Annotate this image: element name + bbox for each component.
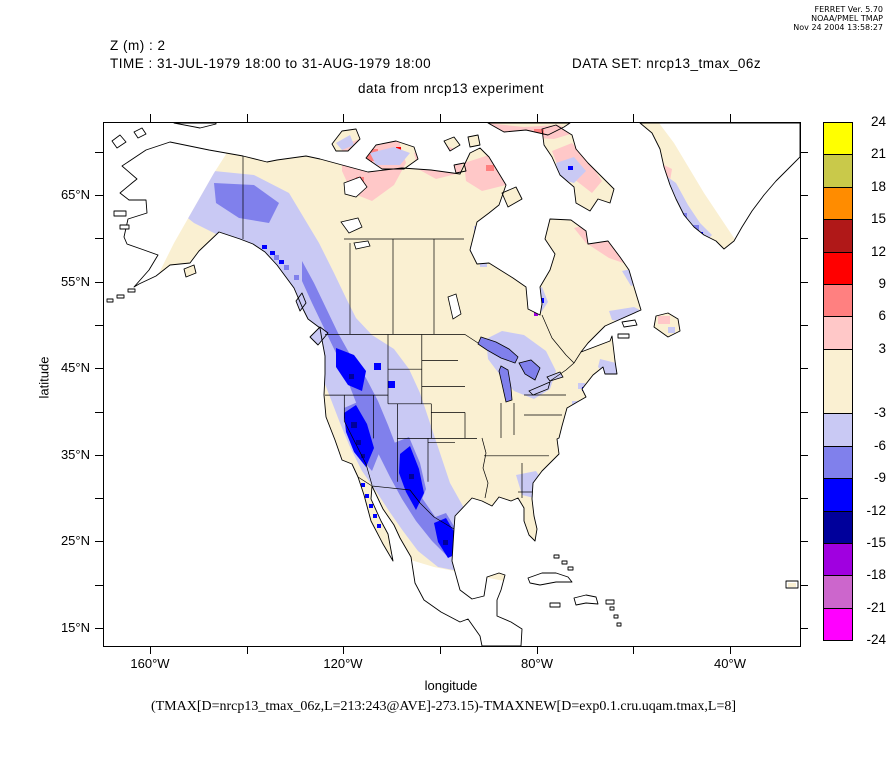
- y-tick: [800, 585, 808, 586]
- colorbar-cell: [823, 446, 853, 479]
- y-tick: [95, 585, 103, 586]
- colorbar-label: 9: [878, 276, 886, 291]
- ferret-timestamp: Nov 24 2004 13:58:27: [793, 23, 883, 32]
- x-tick: [150, 114, 151, 122]
- title-z-level: Z (m) : 2: [110, 38, 166, 53]
- x-tick: [633, 114, 634, 122]
- colorbar-label: 6: [878, 308, 886, 323]
- x-tick: [247, 646, 248, 654]
- colorbar-label: -18: [866, 567, 886, 582]
- x-axis-label: longitude: [424, 678, 478, 693]
- title-dataset: DATA SET: nrcp13_tmax_06z: [572, 56, 762, 71]
- x-tick-label: 40°W: [714, 656, 746, 671]
- ferret-org: NOAA/PMEL TMAP: [811, 14, 883, 23]
- x-tick: [633, 646, 634, 654]
- x-tick: [343, 646, 344, 654]
- y-tick: [95, 368, 103, 369]
- y-axis-label: latitude: [36, 356, 52, 399]
- y-tick: [800, 541, 808, 542]
- y-tick: [800, 455, 808, 456]
- colorbar-label: -12: [866, 503, 886, 518]
- y-tick: [800, 325, 808, 326]
- colorbar-cell: [823, 608, 853, 641]
- colorbar-cell: [823, 187, 853, 220]
- y-tick: [95, 325, 103, 326]
- x-tick: [343, 114, 344, 122]
- map-plot-area: [103, 122, 801, 647]
- colorbar-cell: [823, 284, 853, 317]
- colorbar-label: 21: [870, 146, 886, 161]
- colorbar-label: 12: [870, 244, 886, 259]
- ferret-version: FERRET Ver. 5.70: [814, 5, 883, 14]
- colorbar-label: 24: [870, 114, 886, 129]
- x-tick: [537, 646, 538, 654]
- y-tick: [95, 541, 103, 542]
- y-tick: [95, 238, 103, 239]
- colorbar-cell: [823, 122, 853, 155]
- colorbar-cell: [823, 511, 853, 544]
- x-tick: [537, 114, 538, 122]
- colorbar-label: 18: [870, 179, 886, 194]
- colorbar-label: 3: [878, 341, 886, 356]
- map-canvas: [104, 123, 800, 646]
- y-tick: [800, 152, 808, 153]
- colorbar-cell: [823, 575, 853, 609]
- x-tick-label: 160°W: [130, 656, 170, 671]
- colorbar-label: 15: [870, 211, 886, 226]
- y-tick: [95, 498, 103, 499]
- colorbar-cell: [823, 252, 853, 285]
- colorbar-label: -9: [873, 470, 886, 485]
- y-tick-label: 45°N: [60, 360, 90, 375]
- colorbar-label: -6: [873, 438, 886, 453]
- colorbar-cell: [823, 543, 853, 576]
- colorbar-label: -24: [866, 632, 886, 647]
- colorbar-label: -3: [873, 405, 886, 420]
- x-tick: [730, 646, 731, 654]
- political-borders: [242, 156, 582, 530]
- y-tick: [800, 498, 808, 499]
- lakes: [340, 176, 564, 403]
- y-tick: [95, 455, 103, 456]
- y-tick: [95, 282, 103, 283]
- x-tick: [440, 114, 441, 122]
- y-tick-label: 65°N: [60, 187, 90, 202]
- title-time-range: TIME : 31-JUL-1979 18:00 to 31-AUG-1979 …: [110, 56, 432, 71]
- no-data-islands: [106, 123, 799, 627]
- x-tick: [247, 114, 248, 122]
- x-tick-label: 80°W: [521, 656, 553, 671]
- y-tick: [800, 195, 808, 196]
- x-tick: [730, 114, 731, 122]
- colorbar-cell: [823, 154, 853, 188]
- y-tick-label: 25°N: [60, 533, 90, 548]
- colorbar-cell: [823, 316, 853, 350]
- y-tick: [800, 628, 808, 629]
- y-tick-label: 15°N: [60, 620, 90, 635]
- colorbar-cell: [823, 349, 853, 414]
- y-tick: [800, 412, 808, 413]
- colorbar-label: -21: [866, 600, 886, 615]
- y-tick: [95, 195, 103, 196]
- colorbar-cell: [823, 413, 853, 447]
- y-tick: [800, 238, 808, 239]
- x-tick-label: 120°W: [323, 656, 363, 671]
- y-tick: [95, 628, 103, 629]
- title-subtitle: data from nrcp13 experiment: [357, 81, 545, 96]
- y-tick-label: 35°N: [60, 447, 90, 462]
- variable-expression-caption: (TMAX[D=nrcp13_tmax_06z,L=213:243@AVE]-2…: [150, 699, 737, 714]
- y-tick: [800, 368, 808, 369]
- y-tick: [95, 412, 103, 413]
- y-tick-label: 55°N: [60, 274, 90, 289]
- y-tick: [800, 282, 808, 283]
- colorbar-label: -15: [866, 535, 886, 550]
- x-tick: [150, 646, 151, 654]
- colorbar-cell: [823, 478, 853, 512]
- ferret-credit: FERRET Ver. 5.70 NOAA/PMEL TMAP Nov 24 2…: [793, 5, 883, 32]
- x-tick: [440, 646, 441, 654]
- colorbar-cell: [823, 219, 853, 253]
- y-tick: [95, 152, 103, 153]
